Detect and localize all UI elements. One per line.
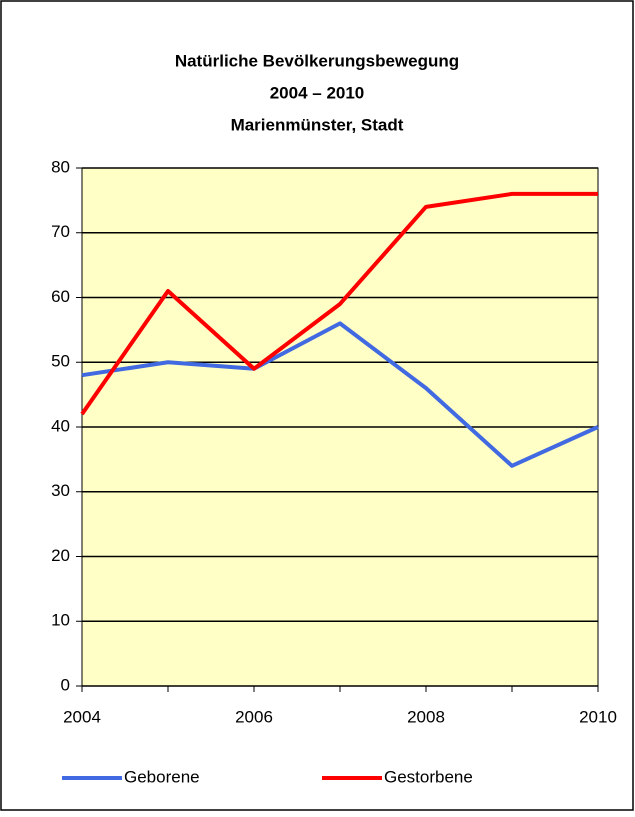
legend-label: Geborene bbox=[124, 767, 200, 786]
y-tick-label: 80 bbox=[51, 157, 70, 176]
y-tick-label: 10 bbox=[51, 611, 70, 630]
x-tick-label: 2010 bbox=[579, 707, 617, 726]
chart-title: Natürliche Bevölkerungsbewegung bbox=[175, 51, 459, 70]
y-tick-label: 30 bbox=[51, 481, 70, 500]
y-tick-label: 70 bbox=[51, 222, 70, 241]
chart-title: 2004 – 2010 bbox=[270, 83, 365, 102]
y-tick-label: 50 bbox=[51, 352, 70, 371]
chart-title: Marienmünster, Stadt bbox=[231, 115, 404, 134]
series-line bbox=[80, 191, 598, 416]
y-tick-label: 0 bbox=[61, 675, 70, 694]
x-tick-label: 2008 bbox=[407, 707, 445, 726]
y-tick-label: 60 bbox=[51, 287, 70, 306]
legend-label: Gestorbene bbox=[384, 767, 473, 786]
series-line bbox=[81, 321, 599, 468]
y-tick-label: 20 bbox=[51, 546, 70, 565]
x-tick-label: 2004 bbox=[63, 707, 101, 726]
x-tick-label: 2006 bbox=[235, 707, 273, 726]
y-tick-label: 40 bbox=[51, 416, 70, 435]
